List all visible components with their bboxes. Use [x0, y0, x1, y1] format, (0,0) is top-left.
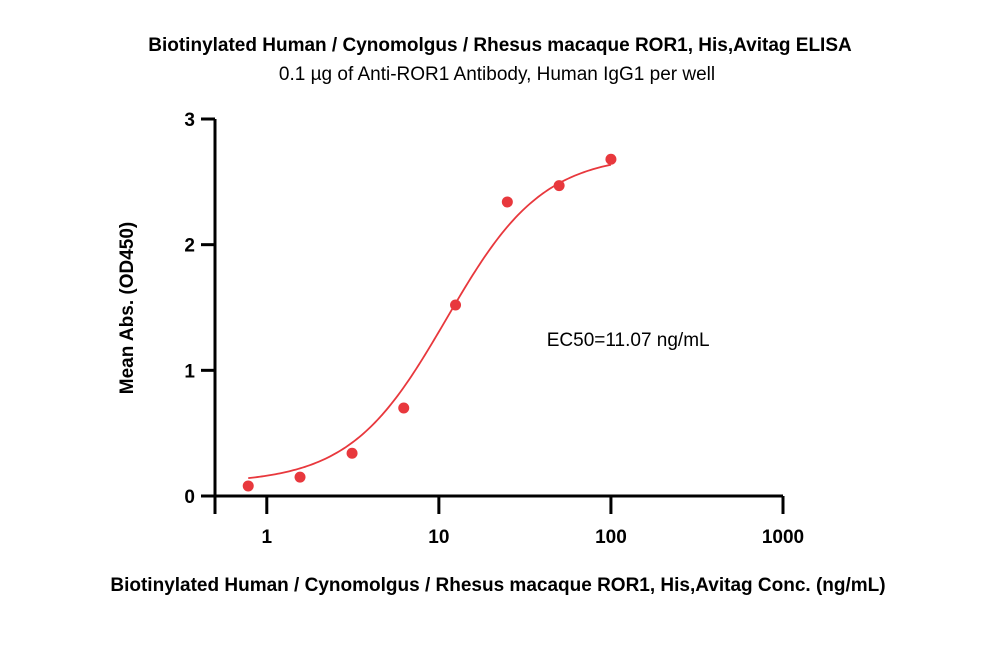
x-tick-label: 10 [428, 527, 449, 548]
x-axis-label: Biotinylated Human / Cynomolgus / Rhesus… [110, 575, 885, 596]
y-axis-label: Mean Abs. (OD450) [117, 222, 138, 394]
data-point [346, 447, 358, 459]
data-point [398, 402, 410, 414]
x-tick-label: 100 [595, 527, 627, 548]
axes: 0 1 2 3 1 10 100 1000 [184, 110, 804, 548]
data-point [553, 180, 565, 192]
data-point [605, 153, 617, 165]
x-tick-label: 1 [262, 527, 273, 548]
chart-title: Biotinylated Human / Cynomolgus / Rhesus… [148, 35, 852, 56]
data-point [294, 471, 306, 483]
ec50-annotation: EC50=11.07 ng/mL [547, 330, 710, 351]
data-points [242, 153, 617, 492]
data-point [242, 480, 254, 492]
data-point [450, 299, 462, 311]
y-tick-label: 2 [184, 236, 195, 257]
fit-curve [248, 163, 612, 480]
x-tick-label: 1000 [762, 527, 804, 548]
y-tick-label: 3 [184, 110, 195, 131]
y-tick-label: 1 [184, 361, 195, 382]
chart-subtitle: 0.1 µg of Anti-ROR1 Antibody, Human IgG1… [279, 64, 715, 85]
fit-curve-group [248, 163, 612, 480]
y-tick-label: 0 [184, 487, 195, 508]
data-point [501, 196, 513, 208]
